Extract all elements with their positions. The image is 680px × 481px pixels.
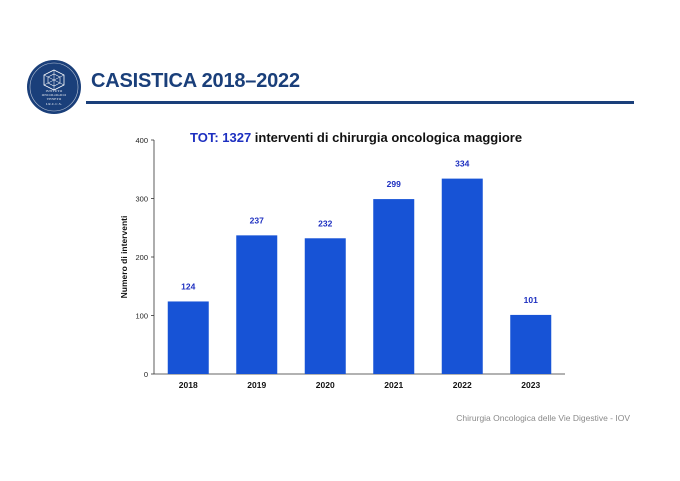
bar-2023 (510, 314, 552, 374)
bar-2020 (304, 238, 346, 374)
x-tick-label-2021: 2021 (384, 380, 403, 390)
x-tick-label-2020: 2020 (316, 380, 335, 390)
institute-logo: ISTITUTO ONCOLOGICO VENETO I.R.C.C.S. (27, 60, 81, 114)
x-tick-label-2019: 2019 (247, 380, 266, 390)
x-tick-label-2022: 2022 (453, 380, 472, 390)
data-label-2018: 124 (181, 281, 195, 291)
data-label-2022: 334 (455, 159, 469, 169)
x-tick-label-2018: 2018 (179, 380, 198, 390)
logo-emblem-icon (29, 62, 79, 112)
chart-title-part-1: interventi di chirurgia oncologica maggi… (251, 130, 522, 145)
bar-2021 (373, 199, 415, 374)
bar-2019 (236, 235, 278, 374)
data-label-2020: 232 (318, 218, 332, 228)
title-divider (86, 101, 634, 104)
bar-2018 (167, 301, 209, 374)
y-tick-label: 400 (135, 136, 148, 145)
chart-title-part-0: TOT: 1327 (190, 130, 251, 145)
data-label-2019: 237 (250, 215, 264, 225)
y-tick-label: 0 (144, 370, 148, 379)
x-tick-label-2023: 2023 (521, 380, 540, 390)
bar-2022 (441, 178, 483, 374)
y-tick-label: 200 (135, 253, 148, 262)
data-label-2023: 101 (524, 295, 538, 305)
y-axis-label: Numero di interventi (119, 216, 129, 299)
y-tick-label: 300 (135, 195, 148, 204)
logo-text: ISTITUTO ONCOLOGICO VENETO I.R.C.C.S. (41, 89, 67, 106)
footer-credit: Chirurgia Oncologica delle Vie Digestive… (456, 413, 630, 423)
slide-title: CASISTICA 2018–2022 (91, 70, 300, 92)
data-label-2021: 299 (387, 179, 401, 189)
chart-title: TOT: 1327 interventi di chirurgia oncolo… (190, 130, 522, 145)
bar-chart: TOT: 1327 interventi di chirurgia oncolo… (119, 130, 565, 390)
y-tick-label: 100 (135, 312, 148, 321)
